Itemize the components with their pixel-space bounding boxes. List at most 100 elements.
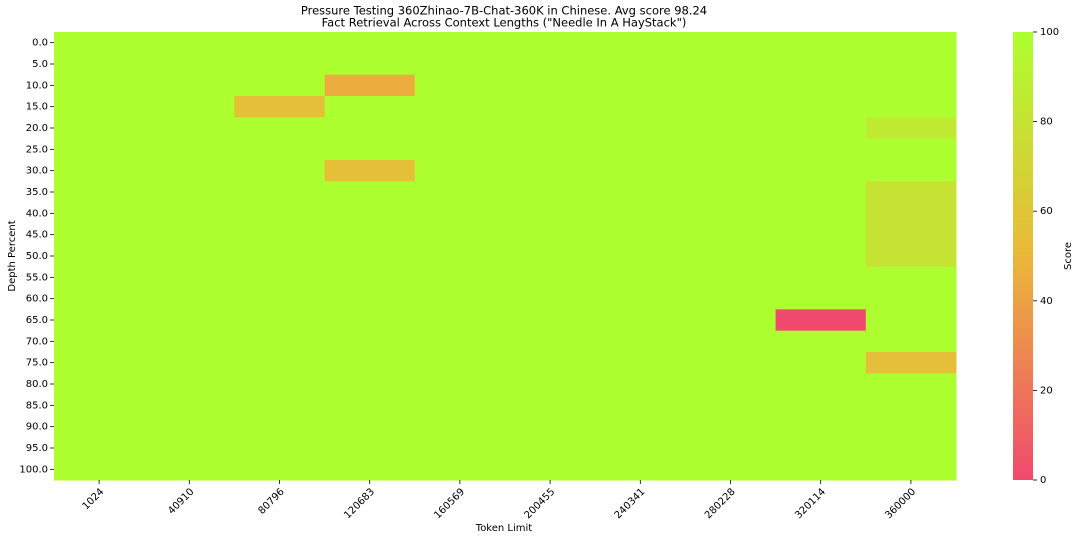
y-tick-label: 30.0 xyxy=(26,166,48,177)
heatmap-cell xyxy=(324,373,416,396)
heatmap-cell xyxy=(54,458,145,481)
heatmap-cell xyxy=(505,373,596,396)
heatmap-cell xyxy=(865,309,957,332)
x-tick-label: 240341 xyxy=(613,486,648,521)
heatmap-cell xyxy=(595,117,686,140)
heatmap-cell xyxy=(685,458,777,481)
heatmap-cell xyxy=(685,224,777,246)
heatmap-cell xyxy=(234,245,326,268)
heatmap-cell xyxy=(414,117,506,140)
heatmap-cell xyxy=(865,437,957,460)
heatmap-cell xyxy=(144,458,235,481)
heatmap-cell xyxy=(54,352,145,374)
y-tick-label: 10.0 xyxy=(26,80,48,91)
heatmap-cell xyxy=(595,96,686,118)
heatmap-cell xyxy=(685,53,777,76)
heatmap-cell xyxy=(595,160,686,182)
y-tick-label: 45.0 xyxy=(26,230,48,241)
y-tick-label: 80.0 xyxy=(26,379,48,390)
heatmap-cell xyxy=(324,288,416,310)
heatmap-cell xyxy=(505,117,596,140)
heatmap-cell xyxy=(685,96,777,118)
heatmap-cell xyxy=(775,117,867,140)
heatmap-cell xyxy=(775,245,867,268)
x-tick-label: 1024 xyxy=(81,486,107,512)
heatmap-cell xyxy=(775,416,867,438)
heatmap-cell xyxy=(414,309,506,332)
heatmap-cell xyxy=(685,352,777,374)
heatmap-cell xyxy=(54,309,145,332)
y-axis-label: Depth Percent xyxy=(7,220,18,291)
heatmap-cell xyxy=(414,288,506,310)
heatmap-cell xyxy=(144,160,235,182)
heatmap-cell xyxy=(505,181,596,204)
heatmap-cell xyxy=(595,245,686,268)
y-tick-label: 65.0 xyxy=(26,315,48,326)
heatmap-cell xyxy=(685,437,777,460)
y-tick-label: 100.0 xyxy=(19,464,48,475)
heatmap-cell xyxy=(144,437,235,460)
heatmap-cell xyxy=(685,138,777,161)
heatmap-cell xyxy=(144,202,235,225)
colorbar-tick-label: 40 xyxy=(1040,296,1053,307)
x-tick-label: 40910 xyxy=(166,486,196,516)
heatmap-cell xyxy=(54,416,145,438)
heatmap-cell xyxy=(324,117,416,140)
heatmap-cell xyxy=(775,373,867,396)
heatmap-cell xyxy=(414,352,506,374)
heatmap-cell xyxy=(234,437,326,460)
heatmap-cell xyxy=(505,352,596,374)
heatmap-cell xyxy=(865,74,957,97)
heatmap-cell xyxy=(775,74,867,97)
heatmap-cell xyxy=(775,32,867,54)
heatmap-cell xyxy=(54,96,145,118)
heatmap-cell xyxy=(775,96,867,118)
heatmap-cell xyxy=(414,160,506,182)
heatmap-cell xyxy=(54,330,145,353)
heatmap-cell xyxy=(595,437,686,460)
y-tick-label: 70.0 xyxy=(26,336,48,347)
heatmap-cell xyxy=(234,224,326,246)
heatmap-cell xyxy=(144,288,235,310)
heatmap-cell xyxy=(324,352,416,374)
heatmap-cell xyxy=(505,32,596,54)
heatmap-cell xyxy=(234,394,326,417)
heatmap-cell xyxy=(505,224,596,246)
heatmap-cell xyxy=(414,373,506,396)
heatmap-cell xyxy=(324,245,416,268)
heatmap-cell xyxy=(54,394,145,417)
heatmap-cell xyxy=(505,266,596,289)
heatmap-cell xyxy=(414,224,506,246)
y-tick-label: 95.0 xyxy=(26,443,48,454)
heatmap-cell xyxy=(595,330,686,353)
heatmap-cell xyxy=(324,181,416,204)
y-tick-label: 5.0 xyxy=(32,59,48,70)
heatmap-cell xyxy=(414,245,506,268)
heatmap-cell xyxy=(414,181,506,204)
y-tick-label: 25.0 xyxy=(26,144,48,155)
heatmap-cell xyxy=(414,138,506,161)
heatmap-cell xyxy=(144,74,235,97)
heatmap-cell xyxy=(234,160,326,182)
colorbar-label: Score xyxy=(1063,242,1074,270)
heatmap-cell xyxy=(865,138,957,161)
heatmap-cell xyxy=(865,245,957,268)
heatmap-cell xyxy=(775,53,867,76)
heatmap-cell xyxy=(54,53,145,76)
heatmap-cell xyxy=(685,160,777,182)
heatmap-cell xyxy=(234,373,326,396)
heatmap-cell xyxy=(685,330,777,353)
heatmap-cell xyxy=(324,160,416,182)
heatmap-cell xyxy=(54,266,145,289)
x-tick-label: 80796 xyxy=(256,486,286,516)
heatmap-cell xyxy=(54,224,145,246)
heatmap-cell xyxy=(414,394,506,417)
colorbar-tick-label: 80 xyxy=(1040,117,1053,128)
heatmap-cell xyxy=(414,53,506,76)
heatmap-cell xyxy=(505,416,596,438)
y-tick-label: 0.0 xyxy=(32,38,48,49)
heatmap-cell xyxy=(234,74,326,97)
y-tick-label: 20.0 xyxy=(26,123,48,134)
heatmap-cell xyxy=(595,74,686,97)
